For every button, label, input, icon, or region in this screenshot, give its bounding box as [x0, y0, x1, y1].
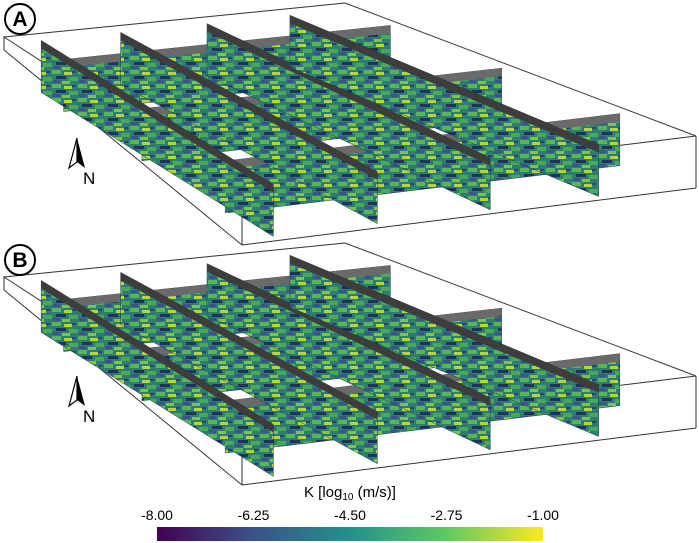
section-ns-top	[41, 280, 274, 433]
colorbar-tick-label: -1.00	[527, 507, 559, 523]
colorbar-tick-label: -8.00	[141, 507, 173, 523]
north-arrow-b: N	[67, 375, 95, 426]
section-ns-top	[120, 32, 378, 180]
colorbar-title: K [log10 (m/s)]	[304, 484, 396, 503]
colorbar-gradient	[157, 527, 543, 541]
section-ns-top	[289, 255, 599, 393]
colorbar-tick-label: -4.50	[334, 507, 366, 523]
north-label-a: N	[83, 169, 95, 188]
north-arrow-a: N	[67, 137, 95, 188]
colorbar: K [log10 (m/s)] -8.00 -6.25 -4.50 -2.75 -1.0…	[141, 484, 559, 541]
conductivity-sections-b	[40, 254, 621, 477]
panel-label-a: A	[4, 3, 36, 35]
colorbar-tick-label: -6.25	[238, 507, 270, 523]
section-ns-top	[289, 15, 599, 153]
colorbar-tick-labels: -8.00 -6.25 -4.50 -2.75 -1.00	[141, 507, 559, 523]
section-ns-top	[207, 263, 491, 406]
section-ns-top	[207, 23, 491, 166]
north-label-b: N	[83, 407, 95, 426]
panel-label-b: B	[4, 244, 36, 276]
colorbar-tick-label: -2.75	[431, 507, 463, 523]
section-ns-top	[120, 272, 378, 420]
panel-b: N B	[2, 242, 697, 486]
svg-text:B: B	[12, 249, 27, 272]
svg-text:A: A	[12, 8, 27, 31]
section-ns-top	[41, 40, 274, 193]
conductivity-sections-a	[40, 14, 621, 237]
panel-a: N A	[2, 2, 697, 246]
